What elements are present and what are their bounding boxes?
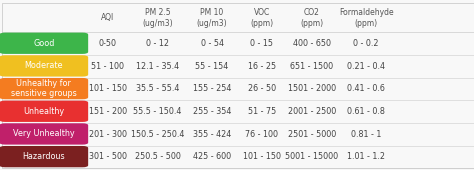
- Text: 0-50: 0-50: [99, 39, 117, 48]
- Text: Moderate: Moderate: [25, 61, 63, 70]
- Text: 2501 - 5000: 2501 - 5000: [288, 130, 336, 139]
- FancyBboxPatch shape: [0, 55, 88, 76]
- Text: 101 - 150: 101 - 150: [243, 152, 281, 162]
- Text: AQI: AQI: [101, 13, 114, 22]
- Text: 76 - 100: 76 - 100: [246, 130, 278, 139]
- Text: 0 - 15: 0 - 15: [250, 39, 273, 48]
- Text: 51 - 75: 51 - 75: [248, 107, 276, 116]
- Text: Good: Good: [33, 39, 55, 48]
- Text: 301 - 500: 301 - 500: [89, 152, 127, 162]
- Text: VOC
(ppm): VOC (ppm): [250, 8, 273, 28]
- Text: 1501 - 2000: 1501 - 2000: [288, 84, 336, 94]
- Text: 5001 - 15000: 5001 - 15000: [285, 152, 338, 162]
- FancyBboxPatch shape: [0, 146, 88, 167]
- Text: 26 - 50: 26 - 50: [248, 84, 276, 94]
- Text: 0.21 - 0.4: 0.21 - 0.4: [347, 62, 385, 71]
- Text: CO2
(ppm): CO2 (ppm): [300, 8, 323, 28]
- Text: 0 - 12: 0 - 12: [146, 39, 169, 48]
- Text: 51 - 100: 51 - 100: [91, 62, 124, 71]
- Text: 155 - 254: 155 - 254: [193, 84, 231, 94]
- Text: 55 - 154: 55 - 154: [195, 62, 229, 71]
- Text: 255 - 354: 255 - 354: [193, 107, 231, 116]
- Text: Unhealthy for
sensitive groups: Unhealthy for sensitive groups: [11, 79, 77, 98]
- Text: Very Unhealthy: Very Unhealthy: [13, 129, 75, 138]
- Text: 1.01 - 1.2: 1.01 - 1.2: [347, 152, 385, 162]
- FancyBboxPatch shape: [0, 78, 88, 99]
- Text: Hazardous: Hazardous: [23, 152, 65, 161]
- Text: Formaldehyde
(ppm): Formaldehyde (ppm): [339, 8, 393, 28]
- Text: 101 - 150: 101 - 150: [89, 84, 127, 94]
- Text: 2001 - 2500: 2001 - 2500: [288, 107, 336, 116]
- Text: 425 - 600: 425 - 600: [193, 152, 231, 162]
- Text: 201 - 300: 201 - 300: [89, 130, 127, 139]
- Text: 55.5 - 150.4: 55.5 - 150.4: [133, 107, 182, 116]
- Text: 151 - 200: 151 - 200: [89, 107, 127, 116]
- Text: 35.5 - 55.4: 35.5 - 55.4: [136, 84, 179, 94]
- FancyBboxPatch shape: [0, 33, 88, 54]
- FancyBboxPatch shape: [0, 101, 88, 122]
- Text: 250.5 - 500: 250.5 - 500: [135, 152, 181, 162]
- Text: 0 - 0.2: 0 - 0.2: [354, 39, 379, 48]
- Text: 0.41 - 0.6: 0.41 - 0.6: [347, 84, 385, 94]
- Text: 0 - 54: 0 - 54: [201, 39, 224, 48]
- Text: 0.61 - 0.8: 0.61 - 0.8: [347, 107, 385, 116]
- Text: 651 - 1500: 651 - 1500: [290, 62, 333, 71]
- Text: 16 - 25: 16 - 25: [248, 62, 276, 71]
- FancyBboxPatch shape: [0, 123, 88, 145]
- Text: 355 - 424: 355 - 424: [193, 130, 231, 139]
- Text: 400 - 650: 400 - 650: [292, 39, 331, 48]
- Text: 12.1 - 35.4: 12.1 - 35.4: [136, 62, 179, 71]
- Text: PM 2.5
(ug/m3): PM 2.5 (ug/m3): [142, 8, 173, 28]
- Text: PM 10
(ug/m3): PM 10 (ug/m3): [197, 8, 228, 28]
- Text: Unhealthy: Unhealthy: [23, 107, 64, 116]
- Text: 0.81 - 1: 0.81 - 1: [351, 130, 382, 139]
- Text: 150.5 - 250.4: 150.5 - 250.4: [131, 130, 184, 139]
